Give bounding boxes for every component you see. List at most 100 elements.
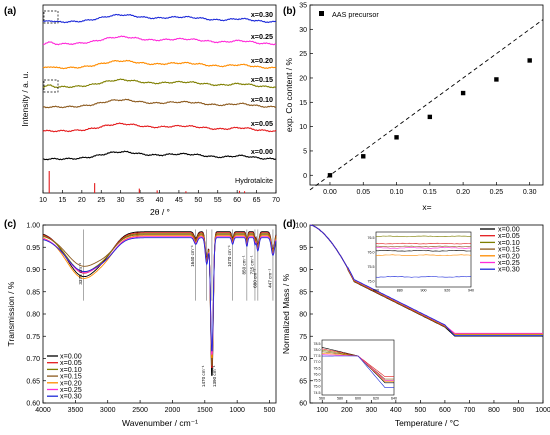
co-data-point (527, 58, 532, 63)
inset-bottom-x-tick-label: 580 (337, 397, 343, 401)
co-y-tick-label: 35 (299, 3, 307, 10)
ftir-band-annotation: 725 cm⁻¹ (250, 255, 255, 274)
inset-top-y-tick-label: 75.0 (368, 279, 375, 283)
ftir-band-annotation: 1470 cm⁻¹ (201, 365, 206, 387)
ftir-band-annotation: 1070 cm⁻¹ (227, 245, 232, 267)
tga-legend-label: x=0.15 (498, 245, 520, 254)
co-x-tick-label: 0.05 (356, 189, 370, 196)
ftir-y-tick-label: 0.65 (26, 378, 40, 385)
xrd-ylabel: Intensity / a. u. (20, 71, 30, 126)
tga-y-tick-label: 75 (299, 334, 307, 341)
xrd-x-tick-label: 50 (194, 197, 202, 204)
inset-bottom-y-tick-label: 75.5 (314, 379, 321, 383)
tga-panel: Normalized Mass / % Temperature / °C 100… (281, 223, 550, 429)
tga-xlabel: Temperature / °C (395, 418, 459, 428)
co-legend-marker (319, 11, 324, 16)
tga-y-tick-label: 60 (299, 401, 307, 408)
inset-bottom-y-tick-label: 76.5 (314, 366, 321, 370)
tga-legend-label: x=0.10 (498, 238, 520, 247)
xrd-panel: Intensity / a. u. 2θ / ° 10 15 20 25 30 35 40 4… (20, 4, 280, 217)
xrd-x-tick-label: 35 (136, 197, 144, 204)
inset-top-curve-line (375, 276, 472, 278)
xrd-series-label: x=0.20 (251, 56, 273, 65)
xrd-series-label: x=0.10 (251, 95, 273, 104)
co-y-tick-label: 30 (299, 27, 307, 34)
ftir-x-tick-label: 2500 (132, 407, 148, 414)
co-y-tick-label: 10 (299, 124, 307, 131)
inset-top-curve-line (375, 254, 472, 256)
ftir-x-tick-label: 3500 (68, 407, 84, 414)
co-data-point (361, 154, 366, 159)
xrd-xlabel: 2θ / ° (150, 207, 170, 217)
ftir-x-tick-label: 500 (264, 407, 276, 414)
xrd-x-tick-label: 25 (97, 197, 105, 204)
inset-bottom-y-tick-label: 76.0 (314, 372, 321, 376)
xrd-x-tick-label: 15 (59, 197, 67, 204)
ftir-ylabel: Transmission / % (6, 281, 16, 346)
xrd-x-tick-label: 60 (233, 197, 241, 204)
ftir-y-tick-label: 0.85 (26, 289, 40, 296)
ftir-spectra (42, 231, 277, 376)
ftir-legend-label: x=0.25 (60, 385, 82, 394)
ftir-spectrum-line (42, 235, 277, 358)
ftir-y-tick-label: 0.80 (26, 312, 40, 319)
ftir-legend-label: x=0.30 (60, 392, 82, 401)
xrd-pattern-line (42, 98, 277, 109)
tga-ylabel: Normalized Mass / % (281, 273, 291, 354)
tga-legend-label: x=0.00 (498, 225, 520, 234)
co-data-points (327, 58, 532, 178)
tga-x-tick-label: 100 (316, 407, 328, 414)
co-y-tick-label: 20 (299, 75, 307, 82)
co-data-point (327, 173, 333, 178)
ftir-spectrum-line (42, 236, 277, 355)
co-data-point (394, 135, 399, 140)
xrd-highlight-box-top (43, 10, 59, 24)
inset-bottom-y-tick-label: 78.0 (314, 348, 321, 352)
inset-bottom-y-tick-label: 75.0 (314, 385, 321, 389)
tga-y-tick-label: 70 (299, 356, 307, 363)
tga-legend-label: x=0.25 (498, 258, 520, 267)
ftir-axis-ticks: 4000 3500 3000 2500 2000 1500 1000 500 0.60 0.65 0… (26, 223, 275, 415)
co-y-tick-label: 15 (299, 100, 307, 107)
ftir-legend-label: x=0.15 (60, 372, 82, 381)
tga-legend-label: x=0.05 (498, 231, 520, 240)
xrd-series-label: x=0.15 (251, 75, 273, 84)
ftir-band-annotations: 3375 cm⁻¹ 1640 cm⁻¹ 1470 cm⁻¹ 1390 cm⁻¹ 1070… (78, 245, 273, 387)
inset-top-curve-line (375, 242, 472, 245)
inset-top-frame (375, 231, 472, 288)
inset-bottom-frame (321, 339, 395, 396)
xrd-x-tick-label: 40 (156, 197, 164, 204)
inset-bottom-x-tick-label: 600 (355, 397, 361, 401)
ftir-y-tick-label: 0.70 (26, 356, 40, 363)
tga-y-tick-label: 65 (299, 378, 307, 385)
tga-y-tick-label: 85 (299, 289, 307, 296)
ftir-legend-label: x=0.00 (60, 352, 82, 361)
hydrotalcite-reference: Hydrotalcite (48, 171, 273, 193)
tga-x-tick-label: 400 (390, 407, 402, 414)
co-data-point (460, 90, 466, 96)
inset-bottom-y-tick-label: 78.5 (314, 342, 321, 346)
xrd-series-label: x=0.30 (251, 10, 273, 19)
co-x-tick-label: 0.30 (523, 189, 537, 196)
co-plot-frame (309, 4, 544, 186)
xrd-patterns: x=0.00 x=0.05 x=0.10 x=0.15 x=0.20 x=0.25 x=0.… (42, 10, 277, 161)
tga-legend-label: x=0.20 (498, 251, 520, 260)
inset-top-y-tick-label: 75.5 (368, 265, 375, 269)
inset-bottom-curve-line (322, 355, 394, 388)
ftir-y-tick-label: 1.00 (26, 223, 40, 230)
co-reference-line (309, 19, 544, 191)
tga-x-tick-label: 1000 (535, 407, 550, 414)
cobalt-content-panel: exp. Co content / % x= 0.00 0.05 0.10 0.15 0… (284, 3, 544, 212)
inset-bottom-y-tick-label: 77.5 (314, 354, 321, 358)
hydrotalcite-label: Hydrotalcite (235, 176, 273, 185)
co-x-tick-label: 0.25 (490, 189, 504, 196)
panel-label-b: (b) (283, 6, 296, 17)
panel-label-a: (a) (4, 6, 16, 17)
ftir-spectrum-line (42, 231, 277, 376)
ftir-band-annotation: 3375 cm⁻¹ (78, 263, 83, 285)
xrd-pattern-line (42, 122, 277, 133)
xrd-pattern-line (42, 59, 277, 70)
tga-x-tick-label: 300 (365, 407, 377, 414)
inset-top-y-tick-label: 76.0 (368, 250, 375, 254)
